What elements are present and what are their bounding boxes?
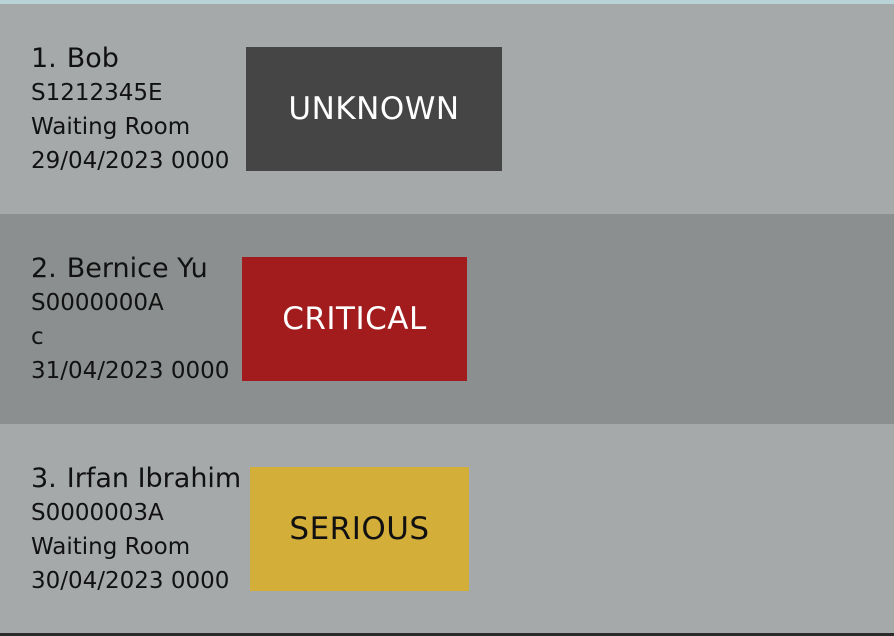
patient-name: Irfan Ibrahim bbox=[66, 463, 242, 494]
patient-list[interactable]: 1. Bob S1212345E Waiting Room 29/04/2023 … bbox=[0, 4, 894, 633]
patient-location: Waiting Room bbox=[31, 114, 191, 140]
patient-info: 1. Bob S1212345E Waiting Room 29/04/2023 … bbox=[31, 42, 229, 178]
patient-location: Waiting Room bbox=[31, 534, 191, 560]
patient-datetime: 31/04/2023 0000 bbox=[31, 358, 230, 384]
patient-location: c bbox=[31, 324, 44, 350]
window-top-border bbox=[0, 0, 894, 4]
status-badge: UNKNOWN bbox=[246, 47, 502, 171]
patient-name-line: 2. Bernice Yu bbox=[31, 252, 229, 286]
patient-index: 2. bbox=[31, 253, 57, 284]
patient-name: Bernice Yu bbox=[66, 253, 208, 284]
patient-name-line: 1. Bob bbox=[31, 42, 229, 76]
patient-info: 2. Bernice Yu S0000000A c 31/04/2023 0000 bbox=[31, 252, 229, 388]
window-bottom-border bbox=[0, 633, 894, 636]
patient-datetime: 30/04/2023 0000 bbox=[31, 568, 230, 594]
patient-datetime: 29/04/2023 0000 bbox=[31, 148, 230, 174]
patient-index: 3. bbox=[31, 463, 57, 494]
patient-nric: S0000003A bbox=[31, 500, 164, 526]
patient-card[interactable]: 3. Irfan Ibrahim S0000003A Waiting Room 3… bbox=[0, 424, 894, 633]
status-badge: CRITICAL bbox=[242, 257, 467, 381]
patient-nric: S1212345E bbox=[31, 80, 163, 106]
patient-name: Bob bbox=[66, 43, 119, 74]
patient-card[interactable]: 2. Bernice Yu S0000000A c 31/04/2023 0000… bbox=[0, 214, 894, 424]
patient-nric: S0000000A bbox=[31, 290, 164, 316]
status-badge: SERIOUS bbox=[250, 467, 469, 591]
patient-info: 3. Irfan Ibrahim S0000003A Waiting Room 3… bbox=[31, 462, 241, 598]
patient-card[interactable]: 1. Bob S1212345E Waiting Room 29/04/2023 … bbox=[0, 4, 894, 214]
patient-index: 1. bbox=[31, 43, 57, 74]
patient-name-line: 3. Irfan Ibrahim bbox=[31, 462, 241, 496]
